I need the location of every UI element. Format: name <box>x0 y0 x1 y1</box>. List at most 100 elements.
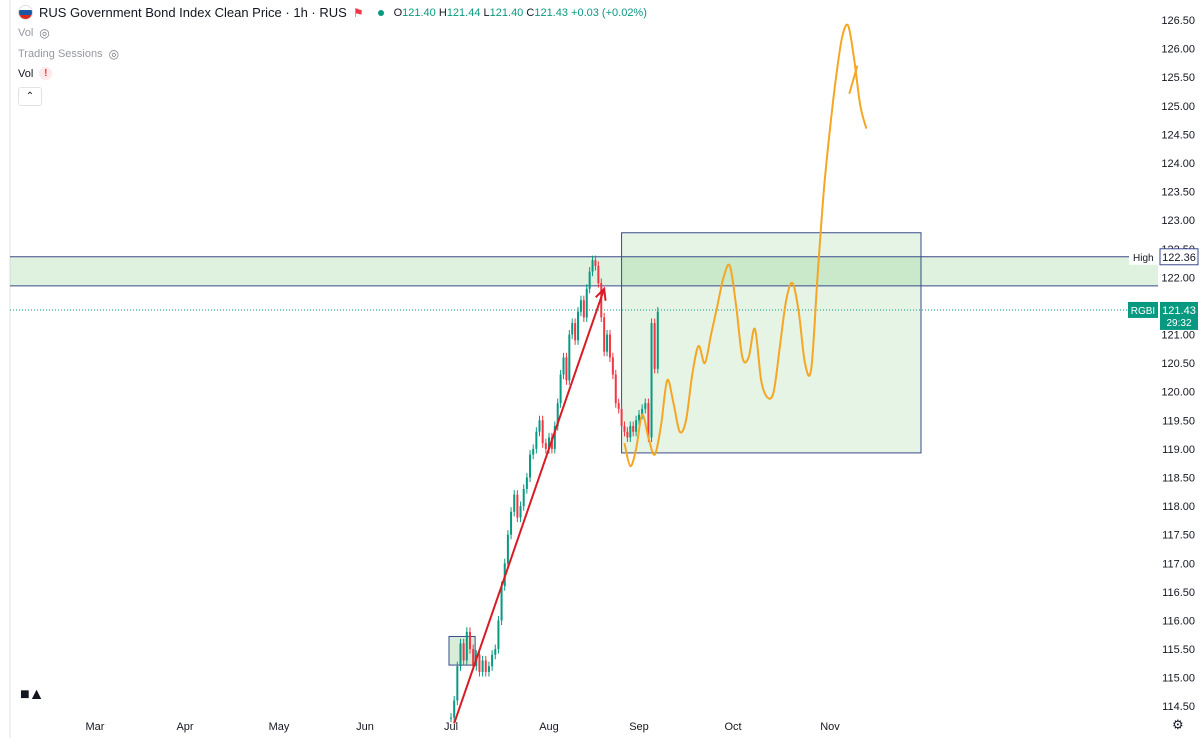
time-tick-label: Mar <box>86 721 105 733</box>
price-tick-label: 126.50 <box>1161 15 1195 27</box>
price-candle <box>491 654 494 667</box>
ohlc-readout: O121.40 H121.44 L121.40 C121.43 +0.03 (+… <box>393 6 647 19</box>
trading-sessions-indicator[interactable]: Trading Sessions ◎ <box>18 47 119 61</box>
price-candle <box>606 334 609 352</box>
price-candle <box>603 317 606 352</box>
vol-label: Vol <box>18 27 34 39</box>
price-candle <box>635 420 638 432</box>
price-candle <box>641 408 644 415</box>
price-tick-label: 119.50 <box>1162 415 1195 427</box>
price-candle <box>571 323 574 335</box>
price-candle <box>579 300 582 312</box>
price-candle <box>574 323 577 341</box>
price-candle <box>653 323 656 369</box>
eye-off-icon[interactable]: ◎ <box>108 47 120 61</box>
price-candle <box>459 643 462 667</box>
warning-icon[interactable]: ! <box>39 67 53 80</box>
time-tick-label: Oct <box>724 721 741 733</box>
price-tick-label: 116.00 <box>1162 615 1195 627</box>
price-candle <box>650 323 653 438</box>
vol-indicator-hidden[interactable]: Vol ◎ <box>18 26 50 40</box>
price-candle <box>585 288 588 318</box>
time-tick-label: Jul <box>444 721 458 733</box>
price-tick-label: 118.50 <box>1162 473 1195 485</box>
price-candle <box>623 426 626 432</box>
annotations-layer <box>453 23 868 724</box>
high-label: High <box>1133 253 1154 264</box>
time-axis[interactable]: Mar Apr May Jun Jul Aug Sep Oct Nov <box>86 721 841 733</box>
time-tick-label: May <box>269 721 290 733</box>
price-tick-label: 119.00 <box>1162 444 1195 456</box>
high-value: 122.36 <box>1162 252 1196 264</box>
time-tick-label: Aug <box>539 721 559 733</box>
projection-path <box>623 23 868 468</box>
consolidation-box <box>448 635 476 666</box>
price-candle <box>644 403 647 409</box>
price-candle <box>472 649 475 667</box>
gear-icon[interactable]: ⚙ <box>1172 717 1184 732</box>
price-candle <box>506 534 509 564</box>
price-tick-label: 123.50 <box>1161 187 1195 199</box>
projection-arrow-stroke <box>848 65 859 95</box>
price-candle <box>626 431 629 438</box>
symbol-badge <box>1128 301 1158 318</box>
price-candle <box>559 374 562 404</box>
zones-layer <box>9 0 1158 738</box>
price-tick-label: 117.00 <box>1162 558 1195 570</box>
vol-indicator[interactable]: Vol ! <box>18 67 53 80</box>
price-tick-label: 125.00 <box>1161 101 1195 113</box>
price-candle <box>594 260 597 266</box>
price-candle <box>468 631 471 650</box>
price-candle <box>456 666 459 701</box>
price-candle <box>525 477 528 489</box>
price-candle <box>510 511 513 535</box>
price-tick-label: 124.50 <box>1161 129 1195 141</box>
price-tick-label: 125.50 <box>1161 72 1195 84</box>
target-zone-rectangle <box>621 232 922 454</box>
price-candle <box>544 443 547 449</box>
price-tick-label: 118.00 <box>1162 501 1195 513</box>
collapse-legend-button[interactable]: ⌃ <box>18 87 42 106</box>
flag-marker-icon[interactable]: ⚑ <box>352 5 364 20</box>
price-tick-label: 122.00 <box>1161 272 1195 284</box>
price-candle <box>494 649 497 655</box>
price-candle <box>562 357 565 375</box>
countdown-timer: 29:32 <box>1166 318 1191 329</box>
price-candle <box>647 403 650 438</box>
price-candle <box>478 654 481 672</box>
high-value-badge <box>1159 248 1199 266</box>
price-candle <box>556 403 559 427</box>
price-candle <box>453 700 456 718</box>
price-candle <box>565 357 568 381</box>
price-tick-label: 117.50 <box>1162 530 1195 542</box>
price-candle <box>500 586 503 621</box>
price-candle <box>487 666 490 672</box>
resistance-band <box>10 256 1158 286</box>
time-tick-label: Sep <box>629 721 649 733</box>
price-candle <box>529 454 532 478</box>
price-candle <box>632 426 635 432</box>
price-candle <box>484 660 487 672</box>
price-candle <box>497 620 500 650</box>
price-candle <box>568 334 571 381</box>
trend-arrow-head <box>594 286 607 301</box>
eye-off-icon[interactable]: ◎ <box>39 26 50 40</box>
price-candle <box>638 414 640 421</box>
price-tick-label: 124.00 <box>1161 158 1195 170</box>
price-candle <box>577 311 580 341</box>
last-price-badge <box>1160 301 1198 330</box>
price-tick-label: 116.50 <box>1162 587 1195 599</box>
price-candle <box>582 300 585 318</box>
russia-flag-icon <box>18 5 33 20</box>
symbol-label: RGBI <box>1131 306 1155 317</box>
last-price-value: 121.43 <box>1162 305 1196 317</box>
price-tick-label: 121.00 <box>1161 330 1195 342</box>
price-candle <box>535 431 538 449</box>
time-tick-label: Nov <box>820 721 840 733</box>
price-candle <box>617 403 620 409</box>
symbol-title[interactable]: RUS Government Bond Index Clean Price · … <box>39 5 347 20</box>
price-candle <box>538 420 541 432</box>
